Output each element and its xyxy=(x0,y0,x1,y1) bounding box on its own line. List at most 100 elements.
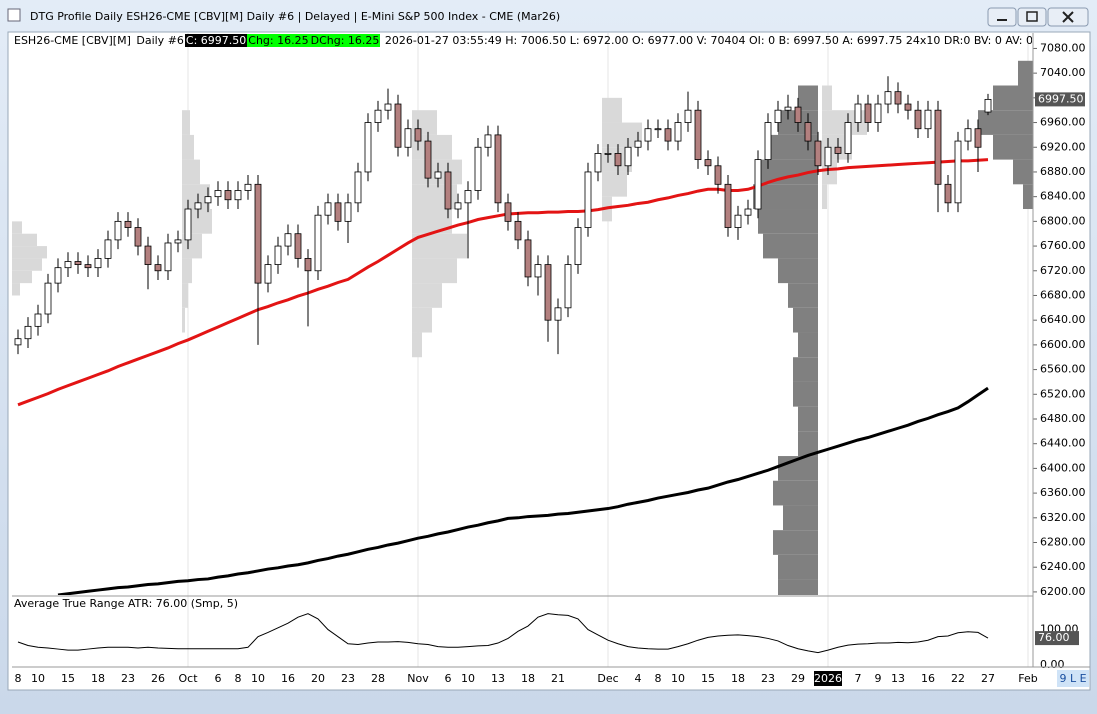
details: 2026-01-27 03:55:49 H: 7006.50 L: 6972.0… xyxy=(384,34,1032,47)
volume-profile-bar xyxy=(993,85,1033,111)
candle-body xyxy=(914,109,922,130)
volume-profile-bar xyxy=(1013,159,1033,185)
y-tick-label: 6800.00 xyxy=(1040,214,1086,227)
candle-body xyxy=(234,190,242,201)
x-tick-label: 10 xyxy=(461,672,475,685)
period: Daily #6 xyxy=(136,34,184,47)
candle-body xyxy=(224,190,232,201)
dchg-label: DChg: 16.25 xyxy=(309,34,381,47)
minimize-button[interactable] xyxy=(987,7,1017,27)
candle-body xyxy=(274,245,282,265)
volume-profile-bar xyxy=(182,159,200,185)
x-tick-label: Feb xyxy=(1018,672,1037,685)
candle-body xyxy=(714,165,722,185)
candle-body xyxy=(874,103,882,123)
candle-body xyxy=(34,313,42,327)
candle-body xyxy=(244,183,252,191)
volume-profile-bar xyxy=(412,307,432,333)
x-tick-label: 13 xyxy=(891,672,905,685)
x-tick-label: 29 xyxy=(791,672,805,685)
volume-profile-bar xyxy=(412,332,422,358)
candle-body xyxy=(624,146,632,167)
y-tick-label: 6600.00 xyxy=(1040,338,1086,351)
candle-body xyxy=(674,122,682,142)
x-tick-label: 8 xyxy=(655,672,662,685)
x-tick-label: Oct xyxy=(178,672,198,685)
y-tick-label: 6440.00 xyxy=(1040,437,1086,450)
x-tick-label: 8 xyxy=(15,672,22,685)
x-tick-label: 22 xyxy=(951,672,965,685)
volume-profile-bar xyxy=(773,530,818,555)
candle-body xyxy=(164,242,172,272)
volume-profile-bar xyxy=(822,85,832,111)
y-tick-label: 6400.00 xyxy=(1040,461,1086,474)
candle-body xyxy=(24,325,32,340)
x-tick-label: 10 xyxy=(671,672,685,685)
chg-label: Chg: 16.25 xyxy=(247,34,310,47)
volume-profile-bar xyxy=(798,85,818,111)
candle-body xyxy=(214,190,222,198)
x-tick-label: 15 xyxy=(701,672,715,685)
last-price-box xyxy=(1035,92,1085,107)
x-tick-label: 16 xyxy=(281,672,295,685)
x-tick-label: 20 xyxy=(311,672,325,685)
candle-body xyxy=(984,98,992,113)
window-title: DTG Profile Daily ESH26-CME [CBV][M] Dai… xyxy=(30,10,560,23)
candle-body xyxy=(94,258,102,269)
y-tick-label: 6240.00 xyxy=(1040,560,1086,573)
x-tick-label: 23 xyxy=(761,672,775,685)
candle-body xyxy=(704,159,712,167)
candle-body xyxy=(794,106,802,123)
candle-body xyxy=(114,220,122,241)
candle-body xyxy=(14,338,22,346)
volume-profile-bar xyxy=(412,283,442,308)
footer-box xyxy=(1057,670,1089,687)
x-tick-label: 4 xyxy=(635,672,642,685)
candle-body xyxy=(614,153,622,167)
x-tick-label: Nov xyxy=(407,672,429,685)
candle-body xyxy=(434,171,442,179)
candle-body xyxy=(954,140,962,204)
volume-profile-bar xyxy=(788,283,818,308)
y-tick-label: 6520.00 xyxy=(1040,387,1086,400)
volume-profile-bar xyxy=(602,97,622,123)
candle-body xyxy=(604,153,612,155)
candle-body xyxy=(194,202,202,210)
candle-body xyxy=(454,202,462,210)
x-tick-label: 18 xyxy=(731,672,745,685)
volume-profile-bar xyxy=(993,134,1033,160)
candle-body xyxy=(394,103,402,148)
candle-body xyxy=(334,202,342,222)
y-tick-label: 6360.00 xyxy=(1040,486,1086,499)
candle-body xyxy=(514,220,522,241)
volume-profile-bar xyxy=(12,233,37,247)
y-tick-label: 6480.00 xyxy=(1040,412,1086,425)
close-label: C: 6997.50 xyxy=(184,34,248,47)
volume-profile-bar xyxy=(793,357,818,382)
candle-body xyxy=(314,214,322,272)
candle-body xyxy=(174,239,182,244)
candle-body xyxy=(494,134,502,204)
atr-tick-label: 0.00 xyxy=(1040,658,1065,671)
y-tick-label: 7040.00 xyxy=(1040,66,1086,79)
candle-body xyxy=(924,109,932,130)
candle-body xyxy=(44,282,52,315)
y-tick-label: 6560.00 xyxy=(1040,363,1086,376)
x-tick-label: 9 xyxy=(875,672,882,685)
x-label-highlight xyxy=(814,671,842,686)
volume-profile-bar xyxy=(798,431,818,457)
volume-profile-bar xyxy=(758,209,818,234)
x-tick-label: Dec xyxy=(597,672,618,685)
volume-profile-bar xyxy=(798,332,818,358)
candle-body xyxy=(104,239,112,259)
atr-title: Average True Range ATR: 76.00 (Smp, 5) xyxy=(14,597,238,610)
volume-profile-bar xyxy=(182,134,194,160)
atr-last-label: 76.00 xyxy=(1038,631,1070,644)
candle-body xyxy=(254,183,262,284)
maximize-button[interactable] xyxy=(1017,7,1047,27)
candle-body xyxy=(734,214,742,228)
candle-body xyxy=(134,227,142,247)
volume-profile-bar xyxy=(783,505,818,531)
candle-body xyxy=(284,233,292,247)
candle-body xyxy=(894,91,902,105)
